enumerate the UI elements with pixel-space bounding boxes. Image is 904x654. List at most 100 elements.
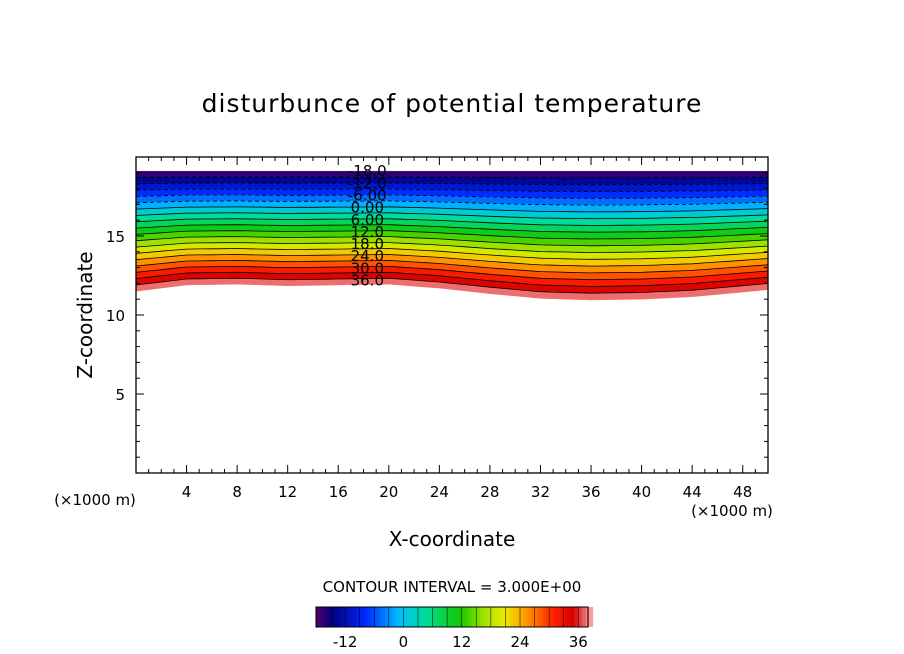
colorbar-cell [494,607,499,627]
contour-line [136,206,768,213]
colorbar-cell [483,607,488,627]
x-tick-label: 48 [733,483,752,501]
x-tick-label: 40 [632,483,651,501]
contour-line [136,200,768,206]
colorbar-cell [465,607,470,627]
contour-line [136,271,768,287]
colorbar-cell [399,607,404,627]
colorbar-cell [410,607,415,627]
colorbar-cell [469,607,473,627]
y-tick-label: 10 [106,307,125,325]
colorbar-cell [337,607,342,627]
colorbar-cell [545,607,550,627]
colorbar-cell [377,607,382,627]
contour-line [136,230,768,240]
colorbar-cell [407,607,412,627]
x-tick-label: 24 [430,483,449,501]
colorbar-tick-labels: -12 0 12 24 36 [333,633,588,651]
x-tick-label: 32 [531,483,550,501]
colorbar-cell [388,607,393,627]
contour-line [136,212,768,220]
contour-line [136,218,768,226]
colorbar-cell [574,607,579,627]
contour-label: 24.0 [351,247,384,265]
contour-lines [136,176,768,294]
colorbar-cell [326,607,331,627]
colorbar-cell [560,607,565,627]
contour-line [136,248,768,260]
contour-line [136,224,768,233]
y-tick-labels: 5 10 15 [106,228,125,404]
contour-label: 6.00 [351,211,384,229]
x-tick-label: 16 [329,483,348,501]
contour-interval-note: CONTOUR INTERVAL = 3.000E+00 [323,578,582,596]
colorbar-cell [323,607,328,627]
contour-label: 30.0 [351,259,384,277]
contour-line [136,194,768,199]
colorbar-cell [396,607,401,627]
colorbar-cell [512,607,517,627]
colorbar-cell [341,607,346,627]
x-unit-left: (×1000 m) [54,491,136,509]
colorbar-cell [581,607,586,627]
contour-labels: -18.0-12.0-6.000.006.0012.018.024.030.03… [348,162,387,289]
colorbar-cell [385,607,390,627]
colorbar-cell [352,607,357,627]
colorbar-tick-label: 24 [510,633,529,651]
contour-label: -18.0 [348,162,387,180]
contour-label: -12.0 [348,174,387,192]
colorbar-cell [443,607,448,627]
x-tick-label: 44 [683,483,702,501]
colorbar-tick-label: 0 [399,633,409,651]
colorbar-cell [501,607,506,627]
colorbar-cell [556,607,561,627]
colorbar-cell [428,607,433,627]
colorbar-cell [571,607,575,627]
colorbar-cell [363,607,368,627]
colorbar-cell [509,607,514,627]
x-tick-label: 36 [581,483,600,501]
colorbar [315,606,594,628]
colorbar-cell [348,607,353,627]
colorbar-cell [516,607,521,627]
colorbar-tick-label: 36 [569,633,588,651]
x-tick-label: 8 [232,483,242,501]
colorbar-cell [490,607,495,627]
contour-line [136,265,768,281]
colorbar-cell [370,607,375,627]
colorbar-cell [458,607,463,627]
colorbar-cell [476,607,481,627]
contour-line [136,242,768,253]
colorbar-cell [523,607,528,627]
chart-title: disturbunce of potential temperature [202,89,703,118]
colorbar-cell [319,607,324,627]
y-axis-label: Z-coordinate [73,251,97,378]
contour-label: 0.00 [351,199,384,217]
colorbar-cell [454,607,459,627]
shaded-contour-field [136,171,768,301]
x-tick-labels: 4 8 12 16 20 24 28 32 36 40 44 48 [182,483,752,501]
x-tick-label: 4 [182,483,192,501]
contour-line [136,254,768,267]
contour-line [136,236,768,247]
contour-label: 36.0 [351,271,384,289]
colorbar-cell [403,607,408,627]
colorbar-cell [414,607,419,627]
colorbar-cell [520,607,524,627]
contour-line [136,188,768,193]
x-unit-right: (×1000 m) [691,502,773,520]
contour-line [136,176,768,179]
colorbar-cell [330,607,335,627]
colorbar-cell [479,607,484,627]
y-tick-label: 5 [115,386,125,404]
x-tick-label: 12 [278,483,297,501]
axis-ticks [136,157,768,473]
colorbar-cell [530,607,535,627]
colorbar-cell [472,607,477,627]
colorbar-cell [534,607,539,627]
contour-label: 18.0 [351,235,384,253]
colorbar-cell [447,607,452,627]
colorbar-cell [425,607,430,627]
